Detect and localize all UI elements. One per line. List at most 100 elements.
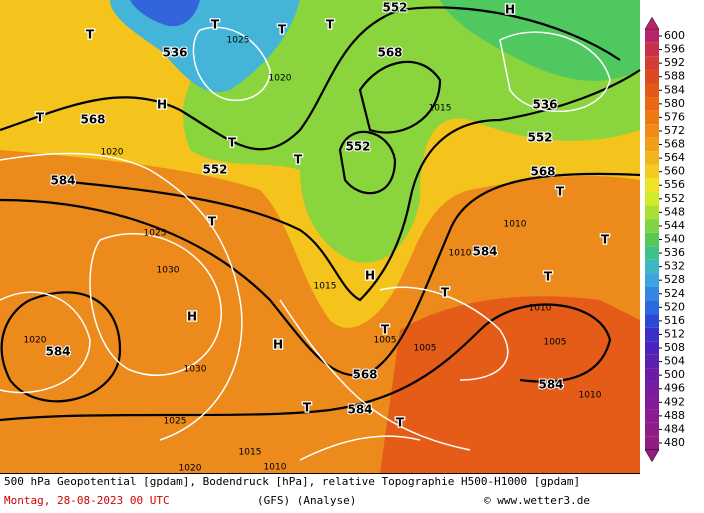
geopotential-label: 552	[527, 131, 552, 145]
pressure-center: T	[381, 323, 390, 337]
geopotential-label: 552	[202, 163, 227, 177]
colorbar-label: 576	[664, 110, 685, 123]
colorbar-label: 540	[664, 233, 685, 246]
colorbar-swatch	[645, 56, 659, 70]
colorbar-label: 524	[664, 287, 685, 300]
isobar-label: 1030	[157, 266, 180, 276]
geopotential-label: 568	[352, 368, 377, 382]
isobar-label: 1010	[264, 463, 287, 473]
colorbar-label: 484	[664, 422, 685, 435]
pressure-center: H	[273, 338, 283, 352]
colorbar-swatch	[645, 205, 659, 220]
pressure-contours	[0, 26, 611, 461]
isobar-label: 1010	[504, 220, 527, 230]
colorbar-swatch	[645, 151, 659, 165]
isobar-label: 1025	[164, 417, 187, 427]
isobar-label: 1005	[414, 344, 437, 354]
colorbar-swatch	[645, 137, 659, 152]
pressure-center: T	[441, 286, 450, 300]
isobar-label: 1015	[239, 448, 262, 458]
colorbar-label: 516	[664, 314, 685, 327]
colorbar-label: 556	[664, 178, 685, 191]
isobar-label: 1025	[227, 36, 250, 46]
colorbar-swatch	[645, 232, 659, 247]
isobar	[279, 299, 471, 451]
colorbar-swatch	[645, 286, 659, 301]
colorbar-swatch	[645, 42, 659, 57]
pressure-center: T	[396, 416, 405, 430]
isobar-label: 1020	[101, 148, 124, 158]
pressure-center: H	[187, 310, 197, 324]
footer-date: Montag, 28-08-2023 00 UTC	[4, 494, 170, 507]
geopotential-label: 536	[532, 98, 557, 112]
contour-line	[0, 291, 122, 403]
colorbar-label: 520	[664, 300, 685, 313]
contour-line	[59, 69, 641, 302]
isobar-label: 1010	[449, 249, 472, 259]
contour-line	[0, 303, 612, 422]
colorbar-swatch	[645, 273, 659, 287]
region-red	[380, 296, 640, 473]
colorbar-label: 548	[664, 205, 685, 218]
geopotential-contours	[0, 6, 641, 422]
pressure-center: T	[601, 233, 610, 247]
region-low	[130, 0, 200, 27]
pressure-center: T	[36, 111, 45, 125]
colorbar-tip	[644, 449, 660, 463]
colorbar-label: 580	[664, 97, 685, 110]
isobar-label: 1005	[374, 336, 397, 346]
geopotential-label: 584	[538, 378, 563, 392]
pressure-center: T	[326, 18, 335, 32]
pressure-center: T	[556, 185, 565, 199]
geopotential-label: 584	[45, 345, 70, 359]
isobar-label: 1025	[144, 229, 167, 239]
isobar-label: 1020	[24, 336, 47, 346]
colorbar-label: 584	[664, 83, 685, 96]
colorbar-label: 600	[664, 29, 685, 42]
colorbar-label: 568	[664, 138, 685, 151]
region-blue	[110, 0, 300, 92]
colorbar-label: 592	[664, 56, 685, 69]
map: 552 568 536 568 552 552 552 536 568 584 584 584 568 5…	[0, 0, 641, 474]
colorbar-tip	[644, 16, 660, 30]
colorbar-label: 572	[664, 124, 685, 137]
geopotential-label: 584	[50, 174, 75, 188]
pressure-center: T	[86, 28, 95, 42]
contour-line	[0, 6, 621, 151]
geopotential-label: 536	[162, 46, 187, 60]
colorbar-label: 496	[664, 382, 685, 395]
colorbar-label: 488	[664, 409, 685, 422]
isobar	[0, 291, 91, 394]
colorbar-label: 504	[664, 355, 685, 368]
pressure-center: T	[294, 153, 303, 167]
colorbar-swatch	[645, 192, 659, 206]
footer-background	[0, 473, 640, 513]
colorbar-swatch	[645, 69, 659, 84]
colorbar-swatch	[645, 368, 659, 382]
geopotential-label: 568	[377, 46, 402, 60]
isobar-label: 1020	[269, 74, 292, 84]
geopotential-label: 552	[382, 1, 407, 15]
colorbar-swatch	[645, 409, 659, 423]
colorbar-label: 512	[664, 327, 685, 340]
pressure-center: T	[208, 215, 217, 229]
isobar-label: 1005	[544, 338, 567, 348]
colorbar-label: 564	[664, 151, 685, 164]
colorbar-swatch	[645, 341, 659, 355]
contour-line	[358, 60, 442, 134]
region-green-dark	[440, 0, 640, 81]
geopotential-label: 568	[530, 165, 555, 179]
geopotential-label: 584	[472, 245, 497, 259]
colorbar-swatch	[645, 246, 659, 260]
colorbar-label: 588	[664, 70, 685, 83]
pressure-center: T	[228, 136, 237, 150]
region-green	[183, 0, 641, 263]
isobar-label: 1030	[184, 365, 207, 375]
footer-title: 500 hPa Geopotential [gpdam], Bodendruck…	[4, 475, 580, 488]
isobar	[89, 232, 223, 376]
pressure-center: H	[157, 98, 167, 112]
colorbar-swatch	[645, 314, 659, 328]
isobar-label: 1015	[429, 104, 452, 114]
footer-credit: © www.wetter3.de	[484, 494, 590, 507]
